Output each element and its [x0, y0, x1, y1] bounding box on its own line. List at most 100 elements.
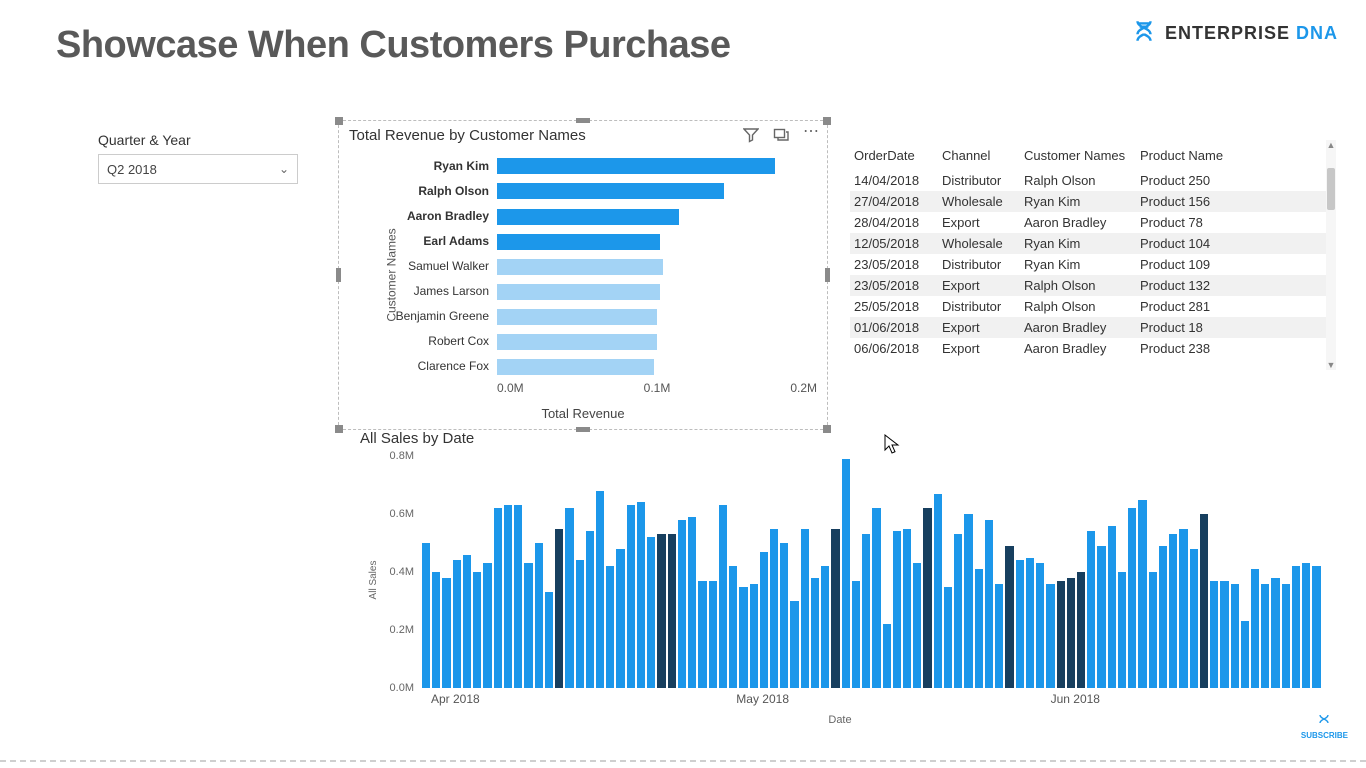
selection-handle[interactable] — [336, 268, 341, 282]
category-label[interactable]: James Larson — [379, 279, 497, 304]
table-row[interactable]: 23/05/2018DistributorRyan KimProduct 109 — [850, 254, 1336, 275]
bar[interactable] — [545, 592, 553, 688]
scroll-down-icon[interactable]: ▼ — [1326, 360, 1336, 370]
bar[interactable] — [862, 534, 870, 688]
bar[interactable] — [709, 581, 717, 688]
bar[interactable] — [729, 566, 737, 688]
bar[interactable] — [790, 601, 798, 688]
bar[interactable] — [1026, 558, 1034, 689]
bar[interactable] — [497, 209, 679, 225]
category-label[interactable]: Ralph Olson — [379, 178, 497, 203]
focus-mode-icon[interactable] — [773, 127, 789, 143]
bar[interactable] — [944, 587, 952, 689]
category-label[interactable]: Ryan Kim — [379, 153, 497, 178]
category-label[interactable]: Earl Adams — [379, 228, 497, 253]
bar[interactable] — [497, 259, 663, 275]
bar[interactable] — [780, 543, 788, 688]
bar[interactable] — [463, 555, 471, 688]
bar[interactable] — [688, 517, 696, 688]
bar[interactable] — [1179, 529, 1187, 689]
bar[interactable] — [483, 563, 491, 688]
bar[interactable] — [497, 158, 775, 174]
bar[interactable] — [1231, 584, 1239, 688]
bar[interactable] — [657, 534, 665, 688]
bar[interactable] — [555, 529, 563, 689]
category-label[interactable]: Clarence Fox — [379, 354, 497, 379]
bar[interactable] — [497, 183, 724, 199]
table-row[interactable]: 25/05/2018DistributorRalph OlsonProduct … — [850, 296, 1336, 317]
bar[interactable] — [1169, 534, 1177, 688]
bar[interactable] — [893, 531, 901, 688]
bar[interactable] — [1087, 531, 1095, 688]
customer-revenue-chart[interactable]: Total Revenue by Customer Names ⋯ Custom… — [338, 120, 828, 430]
category-label[interactable]: Benjamin Greene — [379, 304, 497, 329]
bar[interactable] — [1036, 563, 1044, 688]
bar[interactable] — [1016, 560, 1024, 688]
bar[interactable] — [1220, 581, 1228, 688]
bar[interactable] — [831, 529, 839, 689]
bar[interactable] — [1097, 546, 1105, 688]
selection-handle[interactable] — [823, 117, 831, 125]
bar[interactable] — [923, 508, 931, 688]
table-row[interactable]: 27/04/2018WholesaleRyan KimProduct 156 — [850, 191, 1336, 212]
bar[interactable] — [514, 505, 522, 688]
bar[interactable] — [1241, 621, 1249, 688]
bar[interactable] — [647, 537, 655, 688]
bar[interactable] — [1057, 581, 1065, 688]
bar[interactable] — [975, 569, 983, 688]
bar[interactable] — [497, 359, 654, 375]
bar[interactable] — [1077, 572, 1085, 688]
bar[interactable] — [913, 563, 921, 688]
bar[interactable] — [811, 578, 819, 688]
bar[interactable] — [596, 491, 604, 688]
bar[interactable] — [934, 494, 942, 688]
bar[interactable] — [524, 563, 532, 688]
table-row[interactable]: 28/04/2018ExportAaron BradleyProduct 78 — [850, 212, 1336, 233]
bar[interactable] — [442, 578, 450, 688]
bar[interactable] — [576, 560, 584, 688]
bar[interactable] — [1159, 546, 1167, 688]
bar[interactable] — [852, 581, 860, 688]
bar[interactable] — [1138, 500, 1146, 689]
bar[interactable] — [1312, 566, 1320, 688]
orders-table[interactable]: OrderDate Channel Customer Names Product… — [850, 140, 1336, 370]
bar[interactable] — [586, 531, 594, 688]
bar[interactable] — [1067, 578, 1075, 688]
selection-handle[interactable] — [825, 268, 830, 282]
selection-handle[interactable] — [335, 425, 343, 433]
bar[interactable] — [422, 543, 430, 688]
selection-handle[interactable] — [576, 118, 590, 123]
col-header[interactable]: Product Name — [1140, 148, 1310, 163]
bar[interactable] — [770, 529, 778, 689]
table-row[interactable]: 23/05/2018ExportRalph OlsonProduct 132 — [850, 275, 1336, 296]
category-label[interactable]: Robert Cox — [379, 329, 497, 354]
bar[interactable] — [1046, 584, 1054, 688]
bar[interactable] — [535, 543, 543, 688]
bar[interactable] — [1128, 508, 1136, 688]
bar[interactable] — [739, 587, 747, 689]
slicer-dropdown[interactable]: Q2 2018 ⌄ — [98, 154, 298, 184]
bar[interactable] — [698, 581, 706, 688]
bar[interactable] — [565, 508, 573, 688]
bar[interactable] — [1118, 572, 1126, 688]
bar[interactable] — [872, 508, 880, 688]
bar[interactable] — [504, 505, 512, 688]
bar[interactable] — [453, 560, 461, 688]
scroll-thumb[interactable] — [1327, 168, 1335, 210]
bar[interactable] — [497, 334, 657, 350]
bar[interactable] — [497, 309, 657, 325]
bar[interactable] — [883, 624, 891, 688]
bar[interactable] — [1282, 584, 1290, 688]
more-options-icon[interactable]: ⋯ — [803, 127, 819, 143]
col-header[interactable]: Channel — [942, 148, 1024, 163]
bar[interactable] — [964, 514, 972, 688]
table-row[interactable]: 12/05/2018WholesaleRyan KimProduct 104 — [850, 233, 1336, 254]
bar[interactable] — [1302, 563, 1310, 688]
bar[interactable] — [497, 284, 660, 300]
bar[interactable] — [616, 549, 624, 688]
bar[interactable] — [473, 572, 481, 688]
filter-icon[interactable] — [743, 127, 759, 143]
bar[interactable] — [432, 572, 440, 688]
bar[interactable] — [842, 459, 850, 688]
bar[interactable] — [760, 552, 768, 688]
